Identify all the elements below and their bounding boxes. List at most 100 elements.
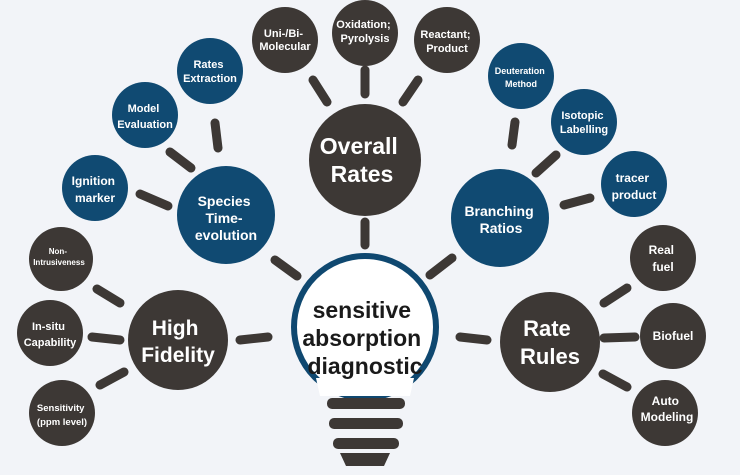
leaf-auto-modeling: Auto Modeling [632, 380, 698, 446]
real-fuel-line-1: Real [649, 243, 674, 257]
in-situ-line-2: Capability [24, 337, 77, 349]
svg-text:High Fidelity: High Fidelity [141, 317, 215, 367]
connector-fidelity-to-bulb [235, 332, 273, 345]
bulb-label-line-2: absorption [302, 325, 421, 351]
tracer-line-2: product [612, 188, 657, 202]
connector-fidelity-to-sensitivity [95, 367, 129, 390]
connector-overall-to-reactant [398, 75, 423, 107]
svg-text:Non- Intrusiveness: Non- Intrusiveness [33, 247, 85, 267]
connector-rate-rules-to-real-fuel [599, 283, 632, 308]
connector-rate-rules-to-auto-modeling [598, 369, 632, 392]
hub-species-time-evolution: Species Time- evolution [177, 166, 275, 264]
ignition-line-2: marker [75, 191, 115, 205]
leaf-uni-bi-molecular: Uni-/Bi- Molecular [252, 7, 318, 73]
branching-line-2: Ratios [480, 220, 523, 236]
in-situ-line-1: In-situ [32, 321, 65, 333]
model-evaluation-line-2: Evaluation [117, 119, 173, 131]
connector-branching-to-deuteration [507, 117, 520, 150]
connector-fidelity-to-in-situ [87, 332, 125, 345]
svg-text:Deuteration Method: Deuteration Method [495, 66, 548, 89]
svg-text:tracer product: tracer product [612, 171, 657, 202]
real-fuel-line-2: fuel [652, 260, 673, 274]
leaf-rates-extraction: Rates Extraction [177, 38, 243, 104]
svg-text:Species Time- evol: Species Time- evolution [195, 193, 257, 243]
overall-rates-line-1: Overall [320, 133, 398, 159]
svg-text:Biofuel: Biofuel [653, 329, 694, 343]
svg-text:Isotopic Labelling: Isotopic Labelling [560, 110, 608, 136]
sensitivity-line-1: Sensitivity [37, 403, 85, 414]
connector-rate-rules-to-bulb [455, 332, 492, 345]
bulb-neck [316, 378, 414, 396]
bulb-cap [340, 453, 390, 466]
leaf-biofuel: Biofuel [640, 303, 706, 369]
svg-text:Rates Extraction: Rates Extraction [183, 59, 237, 85]
svg-text:Rate Rules: Rate Rules [520, 316, 580, 369]
connector-branching-to-isotopic [531, 150, 561, 178]
svg-text:Uni-/Bi- Molecular: Uni-/Bi- Molecular [259, 28, 311, 53]
svg-text:Model Evaluation: Model Evaluation [117, 103, 173, 131]
leaf-deuteration-method: Deuteration Method [488, 43, 554, 109]
leaf-in-situ-capability: In-situ Capability [17, 300, 83, 366]
tracer-line-1: tracer [616, 171, 650, 185]
svg-text:Oxidation; Pyrolysis: Oxidation; Pyrolysis [336, 19, 393, 45]
connector-overall-to-uni-bi [308, 75, 332, 107]
svg-text:Branching Ratios: Branching Ratios [464, 203, 537, 236]
bulb-label-line-3: diagnostic [307, 353, 422, 379]
sensitivity-line-2: (ppm level) [37, 417, 87, 428]
bulb-label: sensitive absorption diagnostic [302, 297, 427, 379]
bulb-base-bar-3 [333, 438, 399, 449]
svg-text:Sensitivity (ppm level): Sensitivity (ppm level) [37, 403, 87, 428]
leaf-sensitivity: Sensitivity (ppm level) [29, 380, 95, 446]
hub-high-fidelity: High Fidelity [128, 290, 228, 390]
connector-species-to-model-evaluation [165, 147, 196, 173]
reactant-line-2: Product [426, 43, 468, 55]
non-intrusiveness-line-1: Non- [49, 247, 68, 256]
svg-text:Auto Modeling: Auto Modeling [641, 394, 694, 424]
hub-rate-rules: Rate Rules [500, 292, 600, 392]
auto-modeling-line-1: Auto [652, 394, 679, 408]
branching-line-1: Branching [464, 203, 533, 219]
uni-bi-line-1: Uni-/Bi- [264, 28, 303, 40]
oxidation-line-2: Pyrolysis [341, 33, 390, 45]
rates-extraction-line-2: Extraction [183, 73, 237, 85]
hub-branching-ratios: Branching Ratios [451, 169, 549, 267]
non-intrusiveness-line-2: Intrusiveness [33, 258, 85, 267]
leaf-ignition-marker: Ignition marker [62, 155, 128, 221]
leaf-reactant-product: Reactant; Product [414, 7, 480, 73]
overall-rates-line-2: Rates [331, 161, 394, 187]
model-evaluation-line-1: Model [128, 103, 160, 115]
connector-branching-to-tracer [559, 193, 595, 210]
leaf-oxidation-pyrolysis: Oxidation; Pyrolysis [332, 0, 398, 66]
leaf-real-fuel: Real fuel [630, 225, 696, 291]
rate-rules-line-1: Rate [523, 316, 571, 341]
bulb-label-line-1: sensitive [313, 297, 411, 323]
deuteration-line-1: Deuteration [495, 66, 545, 76]
connector-fidelity-to-non-intrusiveness [92, 284, 125, 308]
connector-rate-rules-to-biofuel [599, 332, 640, 343]
deuteration-line-2: Method [505, 79, 537, 89]
species-line-3: evolution [195, 227, 257, 243]
oxidation-line-1: Oxidation; [336, 19, 390, 31]
leaf-non-intrusiveness: Non- Intrusiveness [29, 227, 93, 291]
uni-bi-line-2: Molecular [259, 41, 311, 53]
connector-species-to-ignition [135, 189, 173, 211]
isotopic-line-1: Isotopic [561, 110, 603, 122]
high-fidelity-line-1: High [152, 317, 199, 340]
species-line-1: Species [198, 193, 251, 209]
leaf-tracer-product: tracer product [601, 151, 667, 217]
leaf-model-evaluation: Model Evaluation [112, 82, 178, 148]
svg-text:Real fuel: Real fuel [649, 243, 678, 274]
connector-species-to-bulb [270, 255, 302, 281]
svg-text:Reactant; Product: Reactant; Product [420, 29, 473, 55]
auto-modeling-line-2: Modeling [641, 410, 694, 424]
svg-text:Ignition marker: Ignition marker [72, 174, 119, 205]
svg-text:Overall Rates: Overall Rates [320, 133, 404, 187]
bulb-base-bar-1 [327, 398, 405, 409]
ignition-line-1: Ignition [72, 174, 115, 188]
connector-branching-to-bulb [425, 253, 457, 280]
hub-overall-rates: Overall Rates [309, 104, 421, 216]
isotopic-line-2: Labelling [560, 124, 608, 136]
leaf-isotopic-labelling: Isotopic Labelling [551, 89, 617, 155]
connectors [87, 65, 640, 392]
